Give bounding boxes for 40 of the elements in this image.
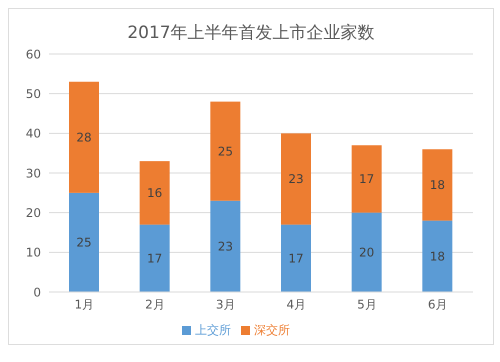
y-tick-label: 50 (26, 86, 41, 101)
data-label: 20 (359, 246, 374, 260)
y-tick-label: 40 (26, 126, 41, 141)
data-label: 28 (76, 130, 92, 145)
y-tick-label: 0 (33, 285, 41, 300)
x-tick-label: 4月 (286, 298, 306, 312)
data-label: 18 (430, 250, 445, 264)
data-label: 17 (288, 252, 304, 266)
data-label: 25 (218, 144, 233, 158)
x-tick-label: 3月 (216, 298, 236, 312)
chart-title: 2017年上半年首发上市企业家数 (126, 22, 376, 44)
y-tick-label: 10 (26, 246, 41, 260)
bar (352, 145, 382, 213)
x-tick-label: 6月 (428, 298, 448, 312)
bar (422, 149, 452, 221)
x-tick-label: 1月 (74, 298, 94, 312)
data-label: 23 (288, 172, 304, 186)
bar (352, 212, 382, 292)
bar (422, 220, 452, 292)
data-label: 17 (359, 172, 374, 186)
bar (210, 102, 240, 201)
x-tick-label: 2月 (145, 298, 165, 312)
y-tick-label: 20 (26, 206, 41, 220)
bar (210, 200, 240, 292)
data-label: 18 (430, 178, 445, 192)
legend-label: 上交所 (195, 323, 231, 337)
data-label: 25 (76, 236, 92, 250)
data-label: 17 (147, 252, 162, 266)
legend-label: 深交所 (254, 323, 290, 337)
bar (140, 161, 170, 225)
bar (281, 224, 311, 292)
data-label: 23 (218, 240, 233, 254)
bar (281, 133, 311, 225)
bar (69, 82, 99, 193)
bar (69, 192, 99, 292)
bar (140, 224, 170, 292)
x-tick-label: 5月 (357, 298, 377, 312)
y-tick-label: 60 (26, 47, 41, 62)
y-tick-label: 30 (26, 166, 41, 180)
data-label: 16 (147, 186, 162, 200)
